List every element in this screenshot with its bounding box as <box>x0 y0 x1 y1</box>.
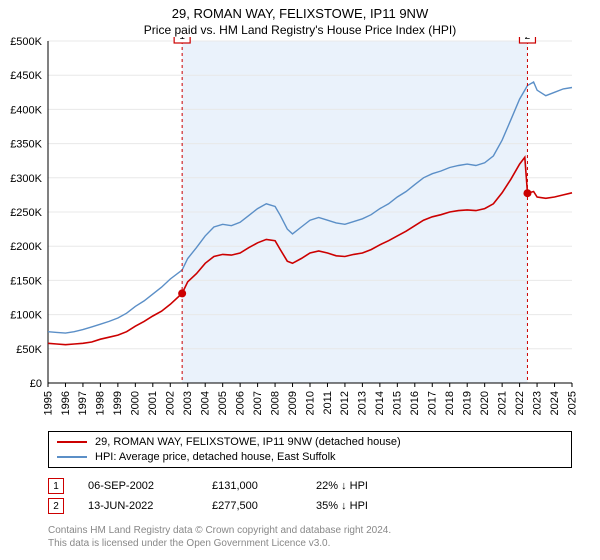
svg-text:2017: 2017 <box>427 391 439 415</box>
sale-date: 13-JUN-2022 <box>88 500 188 512</box>
title-address: 29, ROMAN WAY, FELIXSTOWE, IP11 9NW <box>0 6 600 21</box>
svg-text:2012: 2012 <box>339 391 351 415</box>
svg-text:1996: 1996 <box>60 391 72 415</box>
sale-marker: 1 <box>48 478 64 494</box>
svg-text:2025: 2025 <box>566 391 578 415</box>
legend: 29, ROMAN WAY, FELIXSTOWE, IP11 9NW (det… <box>48 431 572 468</box>
svg-text:2001: 2001 <box>147 391 159 415</box>
svg-text:2008: 2008 <box>269 391 281 415</box>
sale-row: 2 13-JUN-2022 £277,500 35% ↓ HPI <box>48 496 572 516</box>
svg-text:2: 2 <box>525 37 531 42</box>
svg-text:2019: 2019 <box>462 391 474 415</box>
svg-text:2000: 2000 <box>130 391 142 415</box>
svg-text:2007: 2007 <box>252 391 264 415</box>
legend-row: HPI: Average price, detached house, East… <box>57 451 563 463</box>
legend-swatch <box>57 456 87 458</box>
svg-text:2014: 2014 <box>374 391 386 415</box>
svg-text:1998: 1998 <box>95 391 107 415</box>
svg-text:£400K: £400K <box>10 104 42 116</box>
svg-text:2003: 2003 <box>182 391 194 415</box>
svg-text:2010: 2010 <box>304 391 316 415</box>
svg-text:2004: 2004 <box>199 391 211 415</box>
svg-text:£450K: £450K <box>10 70 42 82</box>
svg-text:£200K: £200K <box>10 241 42 253</box>
sale-row: 1 06-SEP-2002 £131,000 22% ↓ HPI <box>48 476 572 496</box>
line-chart-svg: £0 £50K £100K £150K £200K £250K £300K £350K £400… <box>0 37 600 427</box>
svg-text:2018: 2018 <box>444 391 456 415</box>
legend-row: 29, ROMAN WAY, FELIXSTOWE, IP11 9NW (det… <box>57 436 563 448</box>
svg-text:2021: 2021 <box>496 391 508 415</box>
svg-text:£300K: £300K <box>10 173 42 185</box>
svg-text:1: 1 <box>179 37 185 42</box>
svg-text:2006: 2006 <box>234 391 246 415</box>
legend-swatch <box>57 441 87 443</box>
svg-text:1999: 1999 <box>112 391 124 415</box>
svg-text:2005: 2005 <box>217 391 229 415</box>
chart-area: £0 £50K £100K £150K £200K £250K £300K £350K £400… <box>0 37 600 427</box>
svg-text:2011: 2011 <box>322 391 334 415</box>
sale-note: 35% ↓ HPI <box>316 500 368 512</box>
svg-text:2024: 2024 <box>549 391 561 415</box>
sale-date: 06-SEP-2002 <box>88 480 188 492</box>
title-subtitle: Price paid vs. HM Land Registry's House … <box>0 23 600 37</box>
svg-text:2009: 2009 <box>287 391 299 415</box>
sale-price: £277,500 <box>212 500 292 512</box>
svg-text:£50K: £50K <box>16 344 42 356</box>
svg-text:£250K: £250K <box>10 207 42 219</box>
svg-text:2022: 2022 <box>514 391 526 415</box>
legend-label: 29, ROMAN WAY, FELIXSTOWE, IP11 9NW (det… <box>95 436 401 448</box>
svg-text:2002: 2002 <box>165 391 177 415</box>
svg-text:£0: £0 <box>30 378 42 390</box>
svg-text:£100K: £100K <box>10 310 42 322</box>
svg-text:2013: 2013 <box>357 391 369 415</box>
svg-text:1997: 1997 <box>77 391 89 415</box>
sale-price: £131,000 <box>212 480 292 492</box>
svg-text:2016: 2016 <box>409 391 421 415</box>
svg-text:1995: 1995 <box>42 391 54 415</box>
svg-text:2023: 2023 <box>531 391 543 415</box>
svg-text:2020: 2020 <box>479 391 491 415</box>
svg-text:£150K: £150K <box>10 275 42 287</box>
svg-text:£350K: £350K <box>10 139 42 151</box>
attribution-footer: Contains HM Land Registry data © Crown c… <box>48 524 572 550</box>
footer-line1: Contains HM Land Registry data © Crown c… <box>48 524 572 537</box>
sale-marker: 2 <box>48 498 64 514</box>
sales-table: 1 06-SEP-2002 £131,000 22% ↓ HPI 2 13-JUN-202… <box>48 476 572 516</box>
footer-line2: This data is licensed under the Open Gov… <box>48 537 572 550</box>
legend-label: HPI: Average price, detached house, East… <box>95 451 336 463</box>
svg-text:£500K: £500K <box>10 37 42 48</box>
chart-title-block: 29, ROMAN WAY, FELIXSTOWE, IP11 9NW Pric… <box>0 0 600 37</box>
svg-text:2015: 2015 <box>392 391 404 415</box>
sale-note: 22% ↓ HPI <box>316 480 368 492</box>
